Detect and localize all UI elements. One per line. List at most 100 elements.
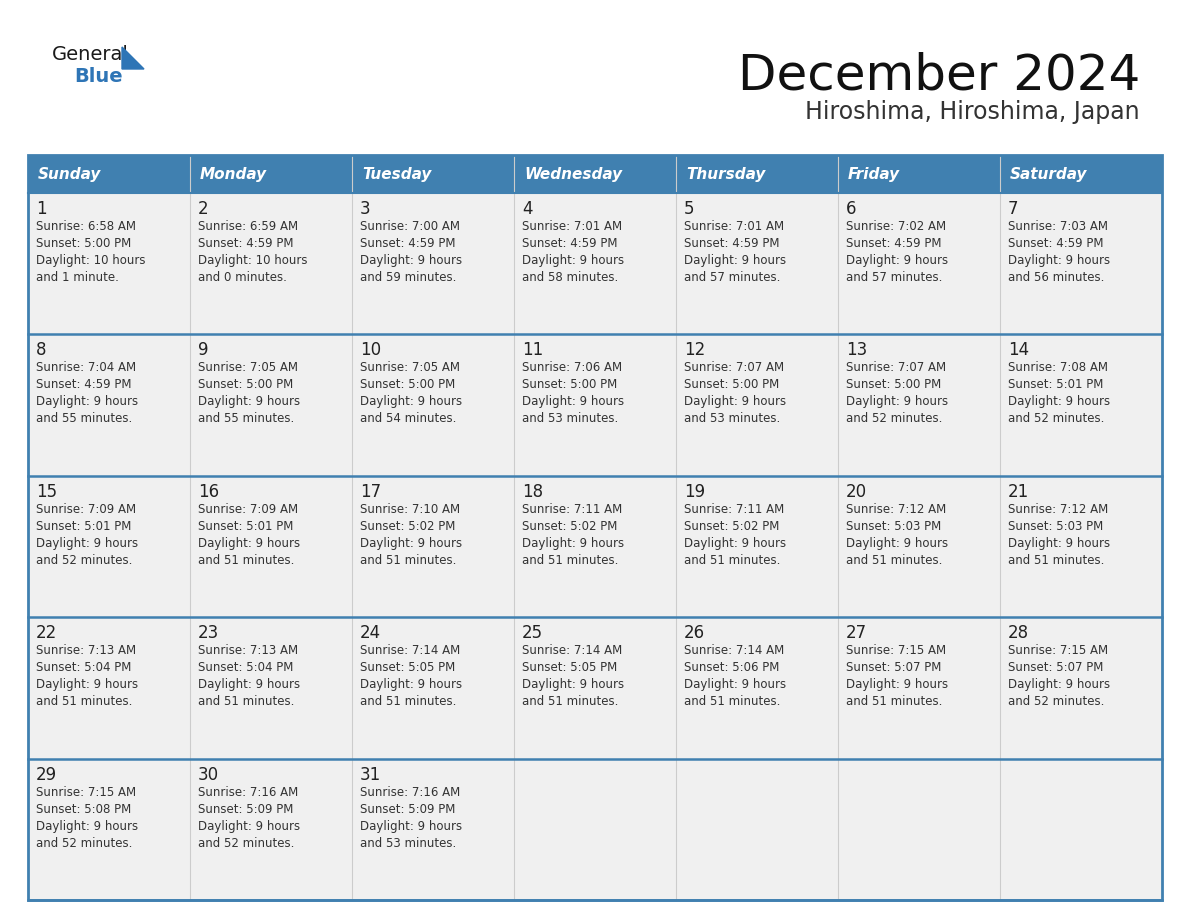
Text: Daylight: 9 hours: Daylight: 9 hours xyxy=(522,396,624,409)
Text: Sunset: 5:02 PM: Sunset: 5:02 PM xyxy=(684,520,779,532)
Text: and 57 minutes.: and 57 minutes. xyxy=(846,271,942,284)
Text: and 51 minutes.: and 51 minutes. xyxy=(1007,554,1105,566)
Text: Daylight: 9 hours: Daylight: 9 hours xyxy=(684,396,786,409)
Text: Sunset: 4:59 PM: Sunset: 4:59 PM xyxy=(522,237,618,250)
Text: and 1 minute.: and 1 minute. xyxy=(36,271,119,284)
Text: Sunrise: 7:14 AM: Sunrise: 7:14 AM xyxy=(522,644,623,657)
Text: Sunrise: 7:13 AM: Sunrise: 7:13 AM xyxy=(36,644,137,657)
Text: Sunset: 4:59 PM: Sunset: 4:59 PM xyxy=(1007,237,1104,250)
Text: Daylight: 9 hours: Daylight: 9 hours xyxy=(1007,537,1110,550)
Text: and 51 minutes.: and 51 minutes. xyxy=(684,554,781,566)
Text: Thursday: Thursday xyxy=(685,166,765,182)
Text: Sunrise: 7:05 AM: Sunrise: 7:05 AM xyxy=(360,362,460,375)
Text: 24: 24 xyxy=(360,624,381,643)
Text: 11: 11 xyxy=(522,341,543,360)
Text: Sunrise: 7:15 AM: Sunrise: 7:15 AM xyxy=(36,786,137,799)
Text: Daylight: 9 hours: Daylight: 9 hours xyxy=(1007,396,1110,409)
Text: and 51 minutes.: and 51 minutes. xyxy=(522,695,619,708)
Text: and 53 minutes.: and 53 minutes. xyxy=(684,412,781,425)
Text: 1: 1 xyxy=(36,200,46,218)
Text: and 52 minutes.: and 52 minutes. xyxy=(198,836,295,849)
Text: 26: 26 xyxy=(684,624,706,643)
Text: Saturday: Saturday xyxy=(1010,166,1087,182)
Text: Sunset: 5:00 PM: Sunset: 5:00 PM xyxy=(198,378,293,391)
Text: Sunset: 5:07 PM: Sunset: 5:07 PM xyxy=(846,661,941,674)
Text: and 52 minutes.: and 52 minutes. xyxy=(36,836,132,849)
Text: Sunrise: 7:06 AM: Sunrise: 7:06 AM xyxy=(522,362,623,375)
Text: Daylight: 9 hours: Daylight: 9 hours xyxy=(198,396,301,409)
Text: Sunset: 4:59 PM: Sunset: 4:59 PM xyxy=(846,237,942,250)
Text: 21: 21 xyxy=(1007,483,1029,501)
Text: 14: 14 xyxy=(1007,341,1029,360)
Bar xyxy=(29,758,1162,900)
Text: Sunset: 5:00 PM: Sunset: 5:00 PM xyxy=(360,378,455,391)
Bar xyxy=(29,193,1162,334)
Text: 3: 3 xyxy=(360,200,371,218)
Text: 20: 20 xyxy=(846,483,867,501)
Text: 7: 7 xyxy=(1007,200,1018,218)
Text: Daylight: 9 hours: Daylight: 9 hours xyxy=(846,678,948,691)
Text: Sunday: Sunday xyxy=(38,166,101,182)
Text: Daylight: 9 hours: Daylight: 9 hours xyxy=(198,537,301,550)
Text: Sunrise: 7:09 AM: Sunrise: 7:09 AM xyxy=(36,503,137,516)
Text: 28: 28 xyxy=(1007,624,1029,643)
Text: Sunset: 5:04 PM: Sunset: 5:04 PM xyxy=(198,661,293,674)
Text: and 53 minutes.: and 53 minutes. xyxy=(360,836,456,849)
Text: Sunset: 4:59 PM: Sunset: 4:59 PM xyxy=(360,237,455,250)
Text: Tuesday: Tuesday xyxy=(362,166,431,182)
Text: Daylight: 9 hours: Daylight: 9 hours xyxy=(198,820,301,833)
Text: Sunrise: 6:59 AM: Sunrise: 6:59 AM xyxy=(198,220,298,233)
Text: Sunrise: 7:01 AM: Sunrise: 7:01 AM xyxy=(522,220,623,233)
Bar xyxy=(29,617,1162,758)
Text: General: General xyxy=(52,45,128,64)
Text: 17: 17 xyxy=(360,483,381,501)
Text: Monday: Monday xyxy=(200,166,267,182)
Text: and 52 minutes.: and 52 minutes. xyxy=(1007,412,1105,425)
Text: Sunset: 5:00 PM: Sunset: 5:00 PM xyxy=(846,378,941,391)
Text: Sunset: 5:09 PM: Sunset: 5:09 PM xyxy=(198,802,293,815)
Text: Daylight: 9 hours: Daylight: 9 hours xyxy=(1007,254,1110,267)
Text: Sunset: 5:03 PM: Sunset: 5:03 PM xyxy=(1007,520,1104,532)
Text: Daylight: 9 hours: Daylight: 9 hours xyxy=(36,820,138,833)
Text: Sunset: 5:00 PM: Sunset: 5:00 PM xyxy=(684,378,779,391)
Text: 6: 6 xyxy=(846,200,857,218)
Text: Sunset: 4:59 PM: Sunset: 4:59 PM xyxy=(684,237,779,250)
Text: 10: 10 xyxy=(360,341,381,360)
Text: Sunrise: 7:14 AM: Sunrise: 7:14 AM xyxy=(684,644,784,657)
Text: and 52 minutes.: and 52 minutes. xyxy=(36,554,132,566)
Text: Sunset: 5:06 PM: Sunset: 5:06 PM xyxy=(684,661,779,674)
Text: 12: 12 xyxy=(684,341,706,360)
Text: Sunrise: 7:16 AM: Sunrise: 7:16 AM xyxy=(198,786,298,799)
Text: Daylight: 9 hours: Daylight: 9 hours xyxy=(684,678,786,691)
Text: and 55 minutes.: and 55 minutes. xyxy=(36,412,132,425)
Text: Daylight: 9 hours: Daylight: 9 hours xyxy=(360,820,462,833)
Text: Sunset: 5:05 PM: Sunset: 5:05 PM xyxy=(360,661,455,674)
Text: 29: 29 xyxy=(36,766,57,784)
Text: and 54 minutes.: and 54 minutes. xyxy=(360,412,456,425)
Text: Sunset: 5:05 PM: Sunset: 5:05 PM xyxy=(522,661,618,674)
Text: Sunrise: 7:07 AM: Sunrise: 7:07 AM xyxy=(846,362,946,375)
Text: Daylight: 9 hours: Daylight: 9 hours xyxy=(360,678,462,691)
Text: 19: 19 xyxy=(684,483,706,501)
Text: Sunset: 5:00 PM: Sunset: 5:00 PM xyxy=(522,378,618,391)
Text: Sunset: 5:01 PM: Sunset: 5:01 PM xyxy=(36,520,132,532)
Text: and 0 minutes.: and 0 minutes. xyxy=(198,271,286,284)
Text: Sunset: 5:01 PM: Sunset: 5:01 PM xyxy=(198,520,293,532)
Text: and 51 minutes.: and 51 minutes. xyxy=(360,695,456,708)
Text: Sunrise: 7:00 AM: Sunrise: 7:00 AM xyxy=(360,220,460,233)
Text: 8: 8 xyxy=(36,341,46,360)
Text: 23: 23 xyxy=(198,624,220,643)
Text: Daylight: 9 hours: Daylight: 9 hours xyxy=(36,537,138,550)
Text: Sunset: 4:59 PM: Sunset: 4:59 PM xyxy=(198,237,293,250)
Text: Sunset: 5:00 PM: Sunset: 5:00 PM xyxy=(36,237,131,250)
Text: and 51 minutes.: and 51 minutes. xyxy=(198,695,295,708)
Text: Blue: Blue xyxy=(74,67,122,86)
Text: Sunrise: 7:15 AM: Sunrise: 7:15 AM xyxy=(846,644,946,657)
Text: Daylight: 9 hours: Daylight: 9 hours xyxy=(360,254,462,267)
Text: Sunrise: 7:10 AM: Sunrise: 7:10 AM xyxy=(360,503,460,516)
Text: and 55 minutes.: and 55 minutes. xyxy=(198,412,295,425)
Text: December 2024: December 2024 xyxy=(738,52,1140,100)
Text: Wednesday: Wednesday xyxy=(524,166,623,182)
Text: and 52 minutes.: and 52 minutes. xyxy=(1007,695,1105,708)
Text: and 51 minutes.: and 51 minutes. xyxy=(846,695,942,708)
